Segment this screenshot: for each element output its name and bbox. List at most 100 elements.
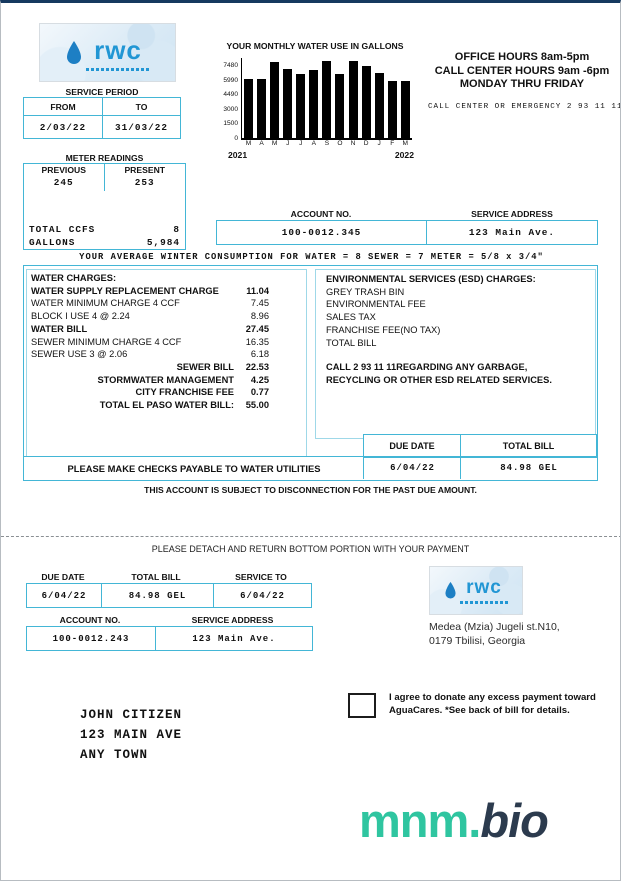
service-address-header: SERVICE ADDRESS (471, 208, 553, 219)
x-tick-label: M (245, 140, 252, 147)
to-value: 31/03/22 (102, 115, 180, 138)
mailing-address: JOHN CITIZEN 123 MAIN AVE ANY TOWN (80, 705, 182, 765)
stub-due-date-header: DUE DATE (41, 571, 85, 582)
chart-yaxis: 7480 5990 4490 3000 1500 0 (214, 58, 241, 142)
esd-note: CALL 2 93 11 11REGARDING ANY GARBAGE, REC… (326, 361, 585, 386)
x-tick-label: J (299, 140, 303, 147)
charge-row: WATER MINIMUM CHARGE 4 CCF 7.45 (31, 297, 302, 310)
esd-note-line: RECYCLING OR OTHER ESD RELATED SERVICES. (326, 374, 552, 385)
esd-note-line: CALL 2 93 11 11REGARDING ANY GARBAGE, (326, 362, 528, 373)
stub-total-bill-value: 84.98 GEL (101, 584, 213, 607)
chart-bar (361, 66, 371, 138)
company-logo: rwc (39, 23, 176, 82)
stub-account-no-header: ACCOUNT NO. (59, 614, 121, 625)
total-bill-value: 84.98 GEL (460, 456, 597, 479)
charge-label: BLOCK I USE 4 @ 2.24 (31, 311, 130, 322)
logo-row: rwc (65, 35, 150, 71)
x-tick-label: M (402, 140, 409, 147)
chart-bar (283, 69, 293, 138)
stub-due-date-value: 6/04/22 (41, 590, 87, 601)
x-tick-label: J (377, 140, 381, 147)
charge-row: WATER SUPPLY REPLACEMENT CHARGE 11.04 (31, 285, 302, 298)
perforation-line (1, 536, 620, 537)
x-tick-label: F (390, 140, 395, 147)
esd-title: ENVIRONMENTAL SERVICES (ESD) CHARGES: (326, 274, 536, 284)
total-bill-header: TOTAL BILL (460, 434, 597, 458)
chart-bar (309, 69, 319, 138)
donate-checkbox[interactable] (348, 693, 376, 718)
present-header: PRESENT (124, 165, 166, 175)
charge-label: STORMWATER MANAGEMENT (97, 374, 234, 385)
total-ccfs-row: TOTAL CCFS 8 (24, 224, 185, 237)
chart-title: YOUR MONTHLY WATER USE IN GALLONS (226, 41, 404, 51)
due-date-header: DUE DATE (363, 434, 461, 458)
gallons-value: 5,984 (146, 236, 180, 248)
present-value: 253 (134, 177, 155, 188)
due-date-value: 6/04/22 (363, 456, 461, 479)
service-period-table: FROM TO 2/03/22 31/03/22 (23, 97, 181, 139)
esd-item: SALES TAX (326, 312, 376, 323)
charge-row: BLOCK I USE 4 @ 2.24 8.96 (31, 310, 302, 323)
service-period-values: 2/03/22 31/03/22 (24, 115, 180, 138)
meter-readings-spacer (24, 191, 185, 224)
chart-bar (270, 62, 280, 138)
charge-label: TOTAL EL PASO WATER BILL: (99, 400, 234, 411)
donate-text-line: AguaCares. *See back of bill for details… (389, 704, 570, 716)
total-ccfs-label: TOTAL CCFS (29, 224, 96, 235)
total-ccfs-value: 8 (173, 224, 180, 235)
y-tick-label: 4490 (223, 91, 238, 99)
chart-bar (348, 60, 358, 138)
y-tick-label: 3000 (223, 105, 238, 113)
office-hours: OFFICE HOURS 8am-5pm CALL CENTER HOURS 9a… (426, 51, 618, 92)
donate-text-line: I agree to donate any excess payment tow… (389, 692, 596, 703)
logo-text-block: rwc (86, 35, 150, 71)
water-charges-section: WATER CHARGES: WATER SUPPLY REPLACEMENT … (26, 269, 307, 457)
charges-box: WATER CHARGES: WATER SUPPLY REPLACEMENT … (23, 265, 598, 481)
charge-amount: 7.45 (250, 298, 269, 309)
esd-item: ENVIRONMENTAL FEE (326, 299, 426, 310)
x-tick-label: A (311, 140, 317, 147)
charge-amount: 55.00 (245, 400, 269, 411)
charge-amount: 6.18 (250, 349, 269, 360)
charge-amount: 16.35 (245, 336, 269, 347)
company-address-line: Medea (Mzia) Jugeli st.N10, (429, 621, 560, 633)
y-tick-label: 1500 (223, 120, 238, 128)
y-tick-label: 7480 (223, 62, 238, 70)
charge-amount: 22.53 (245, 361, 269, 372)
stub-table2-headers: ACCOUNT NO. SERVICE ADDRESS (26, 614, 311, 625)
account-headers: ACCOUNT NO. SERVICE ADDRESS (216, 208, 598, 219)
x-tick-label: S (324, 140, 330, 147)
chart-bar (335, 74, 345, 138)
esd-items: GREY TRASH BIN ENVIRONMENTAL FEE SALES TAX… (326, 286, 585, 350)
donate-text: I agree to donate any excess payment tow… (389, 692, 609, 717)
charge-label: WATER BILL (31, 323, 88, 334)
chart-bar (387, 80, 397, 138)
stub-logo-row: rwc (444, 577, 508, 604)
charge-row: STORMWATER MANAGEMENT 4.25 (31, 374, 302, 387)
charge-label: WATER MINIMUM CHARGE 4 CCF (31, 298, 180, 309)
stub-company-logo: rwc (429, 566, 523, 615)
from-value: 2/03/22 (24, 115, 102, 138)
esd-item: GREY TRASH BIN (326, 286, 405, 297)
present-column: PRESENT 253 (105, 164, 186, 191)
meter-readings-box: PREVIOUS 245 PRESENT 253 TOTAL CCFS 8 GA… (23, 163, 186, 250)
chart-bar (374, 73, 384, 138)
stub-brand-name: rwc (466, 577, 502, 598)
charge-row: SEWER BILL 22.53 (31, 361, 302, 374)
previous-value: 245 (53, 177, 74, 188)
previous-column: PREVIOUS 245 (24, 164, 105, 191)
chart-years: 2021 2022 (228, 150, 414, 160)
company-address-line: 0179 Tbilisi, Georgia (429, 634, 526, 647)
gallons-row: GALLONS 5,984 (24, 237, 185, 250)
charge-label: SEWER BILL (176, 361, 234, 372)
stub-water-drop-icon (445, 581, 456, 599)
stub-service-to-value: 6/04/22 (213, 584, 311, 607)
charge-row: WATER BILL 27.45 (31, 323, 302, 336)
x-tick-label: M (271, 140, 278, 147)
account-no-value: 100-0012.345 (281, 227, 362, 238)
stub-service-to-header: SERVICE TO (235, 571, 287, 582)
call-center-line: CALL CENTER OR EMERGENCY 2 93 11 11 (428, 103, 621, 111)
chart-bars (241, 58, 412, 140)
footer-brand-green: mnm. (359, 794, 481, 847)
